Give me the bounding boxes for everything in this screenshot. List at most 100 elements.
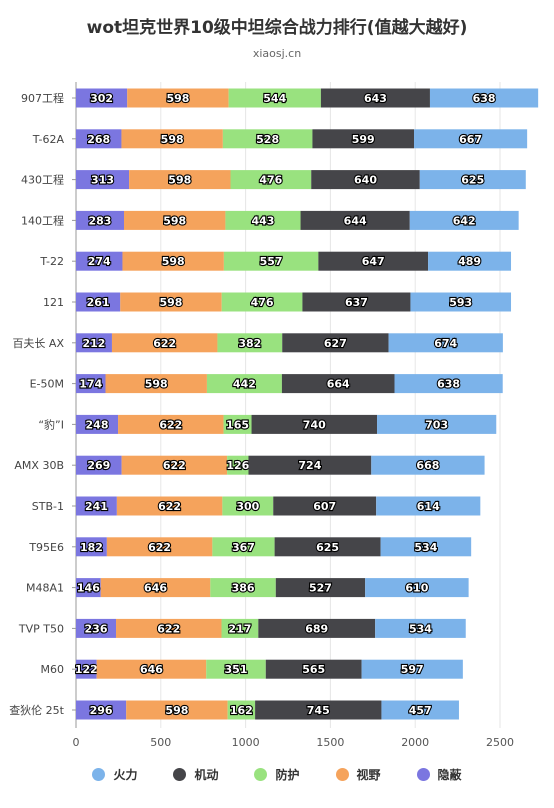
category-label: TVP T50 — [18, 622, 64, 635]
bar-segment — [105, 374, 207, 394]
category-label: T-62A — [32, 133, 65, 146]
bar-segment — [210, 578, 276, 598]
bar-segment — [255, 700, 382, 720]
bar-segment — [76, 700, 127, 720]
legend-item[interactable]: 防护 — [254, 766, 300, 783]
x-tick-label: 500 — [150, 736, 171, 749]
data-label: 122 — [75, 663, 98, 676]
bar-segment — [127, 88, 229, 108]
bar-segment — [377, 414, 497, 434]
legend-item[interactable]: 视野 — [335, 766, 381, 783]
data-label: 622 — [148, 541, 171, 554]
bar-segment — [376, 496, 481, 516]
category-label: T-22 — [39, 255, 64, 268]
x-tick-label: 1000 — [232, 736, 260, 749]
data-label: 476 — [259, 174, 282, 187]
bar-segment — [273, 496, 377, 516]
bar-segment — [76, 374, 106, 394]
category-label: 907工程 — [21, 92, 64, 105]
data-label: 382 — [238, 337, 261, 350]
category-label: “豹”I — [38, 418, 64, 431]
data-label: 644 — [344, 214, 367, 227]
bar-segment — [76, 578, 101, 598]
bar-segment — [428, 251, 512, 271]
data-label: 300 — [236, 500, 259, 513]
x-tick-label: 2000 — [401, 736, 429, 749]
data-label: 126 — [226, 459, 249, 472]
data-label: 610 — [405, 582, 428, 595]
data-label: 182 — [80, 541, 103, 554]
data-label: 664 — [327, 378, 350, 391]
data-label: 489 — [458, 255, 481, 268]
bar-segment — [217, 333, 283, 353]
bar-segment — [371, 455, 485, 475]
data-label: 689 — [305, 622, 328, 635]
data-label: 557 — [260, 255, 283, 268]
data-label: 269 — [87, 459, 110, 472]
x-tick-label: 2500 — [486, 736, 514, 749]
bar-segment — [221, 292, 303, 312]
bar-segment — [227, 700, 256, 720]
data-label: 296 — [90, 704, 113, 717]
bar-segment — [228, 88, 321, 108]
bar-segment — [76, 210, 124, 230]
data-label: 622 — [157, 622, 180, 635]
bar-segment — [123, 210, 226, 230]
bar-segment — [419, 170, 526, 190]
data-label: 598 — [163, 214, 186, 227]
bar-segment — [212, 537, 275, 557]
data-label: 351 — [225, 663, 248, 676]
bar-segment — [96, 659, 207, 679]
data-label: 625 — [461, 174, 484, 187]
data-label: 597 — [401, 663, 424, 676]
bar-segment — [414, 129, 528, 149]
bar-segment — [302, 292, 411, 312]
bar-segment — [375, 618, 466, 638]
data-label: 261 — [87, 296, 110, 309]
data-label: 627 — [324, 337, 347, 350]
bar-segment — [118, 414, 224, 434]
data-label: 647 — [362, 255, 385, 268]
bar-segment — [76, 618, 117, 638]
category-label: M48A1 — [26, 582, 64, 595]
data-label: 565 — [302, 663, 325, 676]
data-label: 625 — [316, 541, 339, 554]
data-label: 162 — [230, 704, 253, 717]
legend-item[interactable]: 火力 — [92, 766, 137, 783]
bar-segment — [381, 700, 459, 720]
legend-item[interactable]: 隐蔽 — [416, 766, 462, 783]
legend-label: 视野 — [356, 768, 381, 782]
data-label: 614 — [417, 500, 440, 513]
data-label: 217 — [228, 622, 251, 635]
bar-segment — [320, 88, 430, 108]
data-label: 367 — [232, 541, 255, 554]
bar-segment — [429, 88, 539, 108]
category-label: 140工程 — [21, 214, 64, 227]
legend-swatch — [335, 768, 349, 781]
data-label: 165 — [226, 418, 249, 431]
bar-segment — [106, 537, 213, 557]
data-label: 703 — [425, 418, 448, 431]
legend-label: 火力 — [113, 768, 138, 782]
data-label: 598 — [162, 255, 185, 268]
data-label: 607 — [313, 500, 336, 513]
data-label: 534 — [414, 541, 437, 554]
bar-segment — [76, 292, 121, 312]
data-label: 646 — [140, 663, 163, 676]
data-label: 638 — [437, 378, 460, 391]
bar-segment — [361, 659, 463, 679]
bar-segment — [206, 374, 282, 394]
data-label: 724 — [298, 459, 321, 472]
bar-segment — [258, 618, 376, 638]
bar-segment — [76, 414, 119, 434]
category-label: AMX 30B — [14, 459, 64, 472]
bar-segment — [275, 578, 366, 598]
bar-segment — [223, 251, 319, 271]
legend-item[interactable]: 机动 — [173, 766, 218, 783]
data-label: 302 — [90, 92, 113, 105]
data-label: 248 — [86, 418, 109, 431]
data-label: 622 — [159, 418, 182, 431]
data-label: 622 — [158, 500, 181, 513]
data-label: 598 — [161, 133, 184, 146]
stacked-bar-chart: 0 500 1000 1500 2000 2500 907工程 302 598 544 643 638… — [9, 82, 539, 749]
